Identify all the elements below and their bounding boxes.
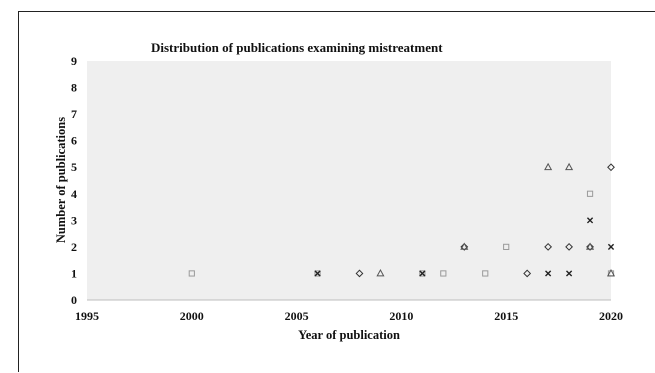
data-point-diamond xyxy=(523,269,532,278)
x-tick-label: 2005 xyxy=(285,309,309,323)
data-point-x xyxy=(586,217,594,224)
data-point-triangle xyxy=(376,269,385,277)
y-tick-label: 8 xyxy=(71,81,77,95)
y-tick-label: 2 xyxy=(71,240,77,254)
data-point-square xyxy=(586,190,594,197)
data-point-diamond xyxy=(544,242,553,251)
x-tick-label: 2010 xyxy=(389,309,413,323)
tick-labels: 1995 2000 2005 2010 2015 2020 0 1 2 3 4 5 6 7 8 9 xyxy=(71,54,623,323)
data-point-square xyxy=(482,270,489,277)
data-point-triangle xyxy=(565,162,574,171)
y-tick-label: 4 xyxy=(71,187,77,201)
data-point-x xyxy=(314,270,321,277)
data-point-diamond xyxy=(355,269,364,278)
y-tick-label: 6 xyxy=(71,134,77,148)
data-points xyxy=(188,162,616,278)
y-tick-label: 7 xyxy=(71,107,77,121)
data-point-x xyxy=(545,270,552,277)
data-point-triangle xyxy=(585,242,595,250)
y-tick-label: 9 xyxy=(71,54,77,68)
chart-frame: Distribution of publications examining m… xyxy=(18,11,655,372)
y-tick-label: 1 xyxy=(71,266,77,280)
data-point-x xyxy=(565,270,573,277)
y-axis-title: Number of publications xyxy=(54,117,68,243)
data-point-diamond xyxy=(565,242,573,251)
x-tick-label: 2000 xyxy=(180,309,204,323)
data-point-triangle xyxy=(544,162,553,171)
data-point-square xyxy=(440,270,447,277)
y-tick-label: 5 xyxy=(71,160,77,174)
plot-area xyxy=(87,61,611,300)
x-tick-label: 2015 xyxy=(494,309,518,323)
data-point-square xyxy=(314,270,321,277)
data-point-square xyxy=(419,270,426,277)
data-point-square xyxy=(188,270,195,277)
y-tick-label: 3 xyxy=(71,213,77,227)
data-point-triangle xyxy=(606,269,616,277)
data-point-x xyxy=(419,270,426,277)
data-point-diamond xyxy=(607,163,615,172)
x-tick-label: 2020 xyxy=(599,309,623,323)
data-point-x xyxy=(607,243,615,250)
x-axis-title: Year of publication xyxy=(298,328,400,342)
scatter-chart: Distribution of publications examining m… xyxy=(54,40,623,342)
data-point-diamond xyxy=(586,242,594,251)
x-tick-label: 1995 xyxy=(75,309,99,323)
y-tick-label: 0 xyxy=(71,293,77,307)
data-point-diamond xyxy=(460,242,469,251)
data-point-square xyxy=(503,243,510,250)
data-point-triangle xyxy=(460,242,469,250)
chart-title: Distribution of publications examining m… xyxy=(151,40,443,55)
